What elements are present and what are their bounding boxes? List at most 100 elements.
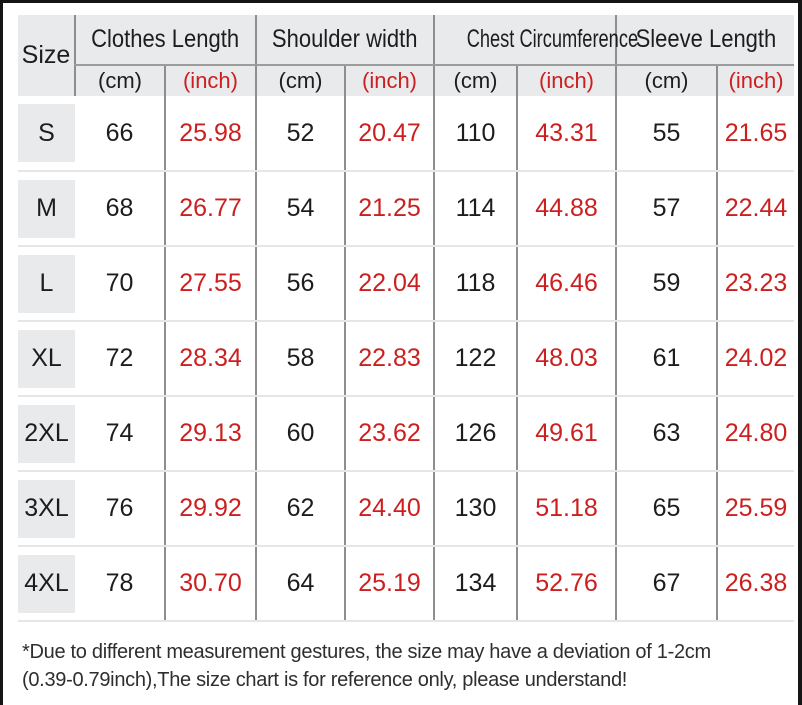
value-inch: 51.18 <box>516 471 617 547</box>
value-inch: 30.70 <box>164 546 256 622</box>
table-row: M 68 26.77 54 21.25 114 44.88 57 22.44 <box>18 171 795 247</box>
value-cm: 78 <box>75 546 165 622</box>
value-cm: 70 <box>75 246 165 322</box>
group-header-chest-circumference: Chest Circumference <box>433 15 638 66</box>
unit-header-cm: (cm) <box>255 65 345 96</box>
size-label-cell: XL <box>18 321 75 397</box>
size-label: XL <box>18 329 75 388</box>
value-inch: 22.04 <box>343 246 435 322</box>
unit-header-cm: (cm) <box>615 65 718 96</box>
value-inch: 43.31 <box>516 96 617 172</box>
group-header-shoulder-width: Shoulder width <box>254 15 435 66</box>
unit-header-inch: (inch) <box>716 65 795 96</box>
footnote: *Due to different measurement gestures, … <box>22 641 711 691</box>
size-column-header: Size <box>18 15 75 96</box>
size-label-cell: M <box>18 171 75 247</box>
table-body: S 66 25.98 52 20.47 110 43.31 55 21.65 M 68 26.77 54… <box>18 96 795 622</box>
value-inch: 20.47 <box>343 96 435 172</box>
value-inch: 28.34 <box>164 321 256 397</box>
value-cm: 126 <box>433 396 518 472</box>
size-table: Size Clothes Length Shoulder width Chest… <box>18 15 795 622</box>
group-header-chest-circumference-label: Chest Circumference <box>466 25 639 53</box>
size-column-header-label: Size <box>21 41 71 69</box>
size-label-cell: 3XL <box>18 471 75 547</box>
size-label-cell: S <box>18 96 75 172</box>
value-inch: 24.02 <box>716 321 795 397</box>
value-cm: 114 <box>433 171 518 247</box>
table-row: 4XL 78 30.70 64 25.19 134 52.76 67 26.38 <box>18 546 795 622</box>
unit-header-cm: (cm) <box>74 65 165 96</box>
value-inch: 23.62 <box>343 396 435 472</box>
size-label-cell: L <box>18 246 75 322</box>
group-header-sleeve-length-label: Sleeve Length <box>635 25 776 53</box>
size-label: L <box>18 254 75 313</box>
value-inch: 46.46 <box>516 246 617 322</box>
value-cm: 76 <box>75 471 165 547</box>
value-cm: 54 <box>255 171 345 247</box>
size-label-cell: 4XL <box>18 546 75 622</box>
value-cm: 58 <box>255 321 345 397</box>
value-cm: 66 <box>75 96 165 172</box>
value-cm: 65 <box>615 471 718 547</box>
value-inch: 26.38 <box>716 546 795 622</box>
size-label: 3XL <box>18 479 75 538</box>
group-header-clothes-length-label: Clothes Length <box>91 25 240 53</box>
group-header-shoulder-width-label: Shoulder width <box>272 25 418 53</box>
value-cm: 118 <box>433 246 518 322</box>
value-cm: 56 <box>255 246 345 322</box>
group-header-sleeve-length: Sleeve Length <box>615 15 795 66</box>
value-inch: 25.19 <box>343 546 435 622</box>
value-inch: 21.25 <box>343 171 435 247</box>
unit-header-inch: (inch) <box>164 65 256 96</box>
value-inch: 25.59 <box>716 471 795 547</box>
table-header: Size Clothes Length Shoulder width Chest… <box>18 15 795 96</box>
value-cm: 64 <box>255 546 345 622</box>
value-inch: 23.23 <box>716 246 795 322</box>
value-inch: 52.76 <box>516 546 617 622</box>
value-cm: 68 <box>75 171 165 247</box>
unit-header-row: (cm) (inch) (cm) (inch) (cm) (inch) (cm)… <box>18 65 795 96</box>
unit-header-inch: (inch) <box>516 65 617 96</box>
value-inch: 25.98 <box>164 96 256 172</box>
value-inch: 22.83 <box>343 321 435 397</box>
value-cm: 59 <box>615 246 718 322</box>
value-inch: 22.44 <box>716 171 795 247</box>
value-cm: 74 <box>75 396 165 472</box>
table-row: S 66 25.98 52 20.47 110 43.31 55 21.65 <box>18 96 795 172</box>
unit-header-cm: (cm) <box>433 65 518 96</box>
value-inch: 29.92 <box>164 471 256 547</box>
table-row: 3XL 76 29.92 62 24.40 130 51.18 65 25.59 <box>18 471 795 547</box>
value-cm: 67 <box>615 546 718 622</box>
table-row: 2XL 74 29.13 60 23.62 126 49.61 63 24.80 <box>18 396 795 472</box>
value-cm: 57 <box>615 171 718 247</box>
value-inch: 21.65 <box>716 96 795 172</box>
value-inch: 29.13 <box>164 396 256 472</box>
value-inch: 44.88 <box>516 171 617 247</box>
value-cm: 55 <box>615 96 718 172</box>
value-cm: 60 <box>255 396 345 472</box>
unit-header-inch: (inch) <box>343 65 435 96</box>
size-label: 4XL <box>18 554 75 613</box>
size-label: 2XL <box>18 404 75 463</box>
value-cm: 62 <box>255 471 345 547</box>
value-inch: 48.03 <box>516 321 617 397</box>
value-cm: 72 <box>75 321 165 397</box>
value-inch: 49.61 <box>516 396 617 472</box>
value-inch: 24.80 <box>716 396 795 472</box>
size-label-cell: 2XL <box>18 396 75 472</box>
value-cm: 52 <box>255 96 345 172</box>
value-cm: 110 <box>433 96 518 172</box>
size-label: S <box>18 104 75 162</box>
value-cm: 134 <box>433 546 518 622</box>
value-inch: 27.55 <box>164 246 256 322</box>
value-cm: 63 <box>615 396 718 472</box>
size-label: M <box>18 179 75 238</box>
value-cm: 61 <box>615 321 718 397</box>
group-header-row: Size Clothes Length Shoulder width Chest… <box>18 15 795 96</box>
group-header-clothes-length: Clothes Length <box>74 15 256 66</box>
value-cm: 130 <box>433 471 518 547</box>
value-cm: 122 <box>433 321 518 397</box>
table-row: L 70 27.55 56 22.04 118 46.46 59 23.23 <box>18 246 795 322</box>
value-inch: 24.40 <box>343 471 435 547</box>
